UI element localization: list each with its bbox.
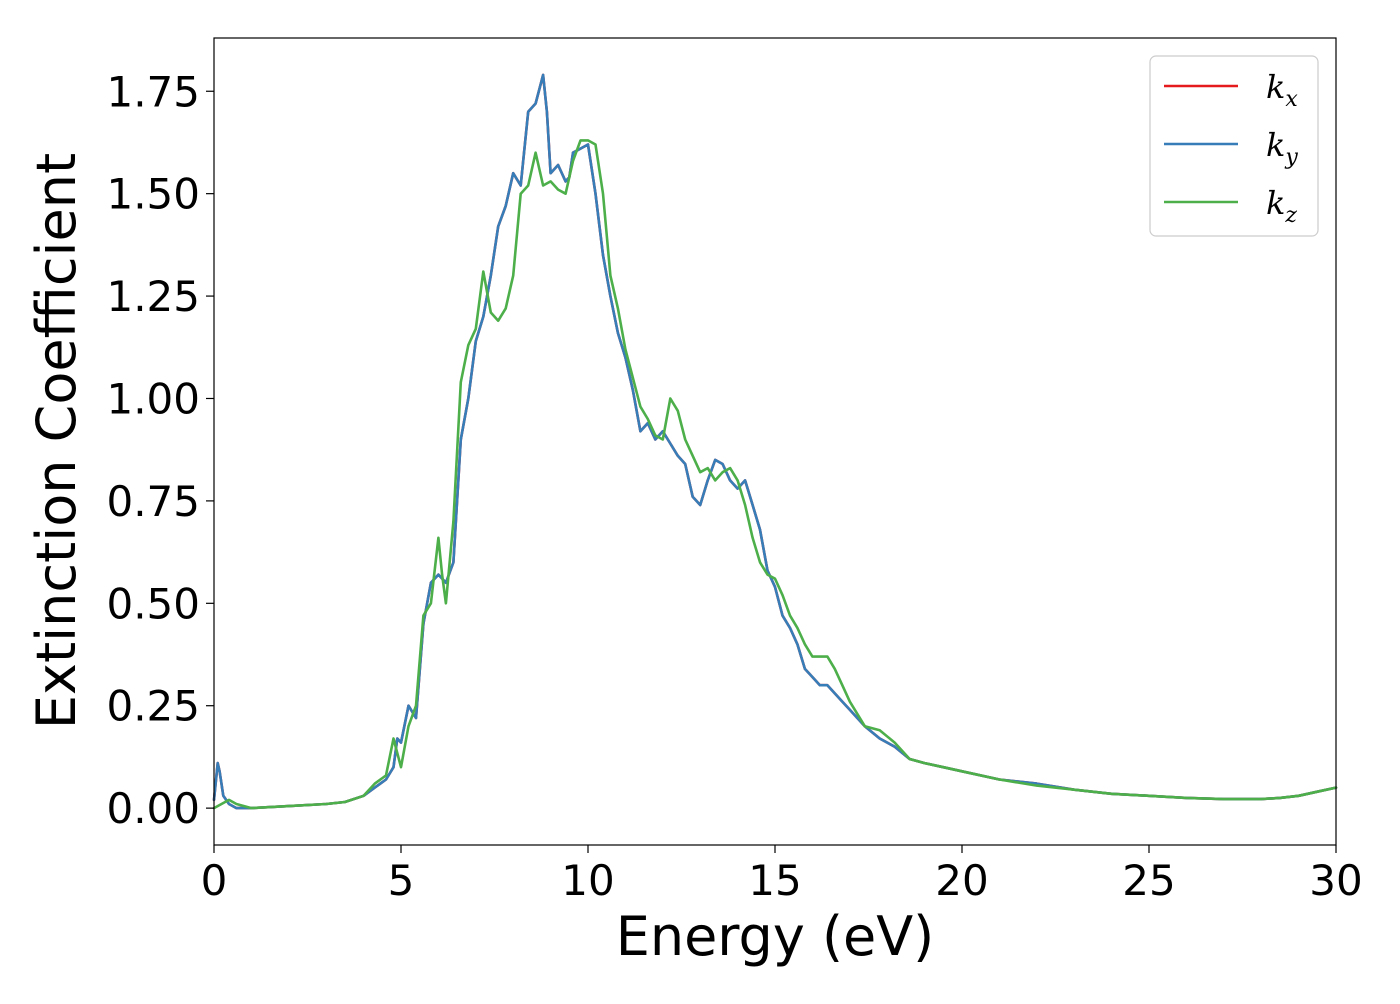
legend-label: kz <box>1266 184 1297 228</box>
x-tick-label: 10 <box>561 856 614 905</box>
legend-label: kx <box>1266 68 1298 112</box>
legend-label-main: k <box>1266 68 1285 106</box>
x-axis-ticks: 0 5 10 15 20 25 30 <box>201 845 1363 905</box>
legend-label-main: k <box>1266 184 1285 222</box>
y-tick-label: 1.75 <box>106 67 200 116</box>
x-axis-title: Energy (eV) <box>616 905 935 968</box>
legend-label-sub: z <box>1284 203 1297 228</box>
series-line-k-z <box>212 139 1338 810</box>
legend-box <box>1149 55 1319 237</box>
y-tick-label: 1.00 <box>106 374 200 423</box>
x-tick-label: 0 <box>201 856 228 905</box>
x-tick-label: 25 <box>1122 856 1175 905</box>
legend-label-main: k <box>1266 126 1285 164</box>
series-layer <box>212 73 1338 810</box>
x-tick-label: 15 <box>748 856 801 905</box>
y-tick-label: 0.00 <box>106 784 200 833</box>
x-tick-label: 30 <box>1309 856 1362 905</box>
y-tick-label: 0.50 <box>106 579 200 628</box>
y-tick-label: 0.25 <box>106 682 200 731</box>
legend-label: ky <box>1266 126 1298 170</box>
legend-label-sub: x <box>1285 87 1298 112</box>
legend-label-sub: y <box>1284 145 1298 170</box>
plot-area <box>214 38 1336 845</box>
y-axis-title: Extinction Coefficient <box>25 153 88 729</box>
y-axis-ticks: 0.00 0.25 0.50 0.75 1.00 1.25 1.50 1.75 <box>106 67 214 833</box>
x-tick-label: 20 <box>935 856 988 905</box>
y-tick-label: 0.75 <box>106 477 200 526</box>
y-tick-label: 1.25 <box>106 272 200 321</box>
series-line-k-y <box>212 73 1338 810</box>
x-tick-label: 5 <box>388 856 415 905</box>
y-tick-label: 1.50 <box>106 170 200 219</box>
